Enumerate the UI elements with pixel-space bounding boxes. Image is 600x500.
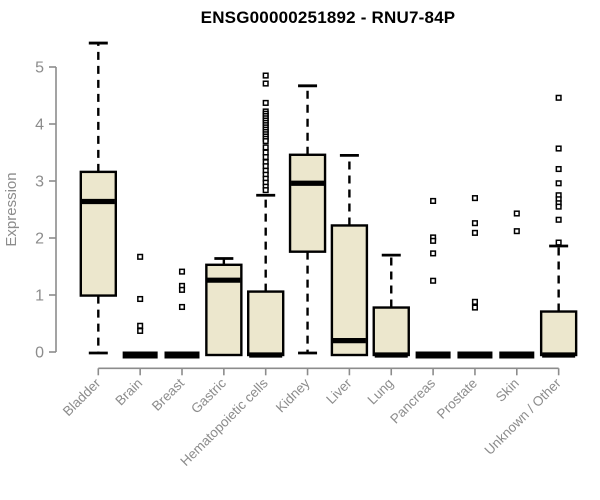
outlier-point (555, 203, 562, 210)
box (372, 306, 410, 357)
boxplot-pancreas (415, 197, 451, 359)
y-tick-label: 2 (35, 231, 44, 248)
x-tick-label-unknown-other: Unknown / Other (482, 375, 565, 458)
collapsed-box (499, 351, 535, 359)
chart-title: ENSG00000251892 - RNU7-84P (200, 8, 456, 27)
outlier-point (262, 99, 269, 106)
outlier-point (555, 94, 562, 101)
y-axis-title: Expression (3, 172, 20, 246)
boxplot-skin (499, 210, 535, 359)
outlier-point (471, 298, 478, 305)
outlier-point (262, 154, 269, 161)
outlier-point (262, 72, 269, 79)
outlier-point (178, 303, 186, 311)
boxplot-liver (330, 153, 369, 357)
box (288, 153, 327, 253)
outlier-point (137, 322, 144, 329)
outlier-point (137, 253, 144, 260)
outlier-point (137, 327, 144, 334)
boxplot-hematopoietic-cells (246, 72, 285, 358)
x-tick-label-skin: Skin (493, 376, 522, 405)
y-tick-label: 5 (35, 60, 44, 77)
outlier-point (471, 195, 478, 202)
box (539, 310, 578, 357)
outlier-point (178, 286, 186, 293)
y-tick-label: 4 (35, 117, 44, 134)
outlier-point (430, 237, 437, 244)
x-tick-label-pancreas: Pancreas (387, 375, 438, 426)
x-tick-label-liver: Liver (323, 375, 355, 407)
y-axis: 0 1 2 3 4 5 Expression (3, 60, 57, 362)
box (330, 224, 369, 357)
boxplot-lung (372, 253, 410, 358)
outlier-point (430, 277, 437, 284)
outlier-point (555, 216, 562, 223)
x-tick-label-kidney: Kidney (273, 375, 313, 415)
boxplot-brain (122, 253, 158, 359)
outlier-point (555, 239, 562, 246)
outlier-point (555, 165, 562, 173)
outlier-point (555, 145, 562, 152)
outlier-point (178, 268, 186, 275)
box (246, 290, 285, 357)
outlier-point (555, 180, 562, 187)
collapsed-box (122, 351, 158, 359)
outlier-point (430, 250, 437, 257)
outlier-point (513, 210, 520, 217)
y-tick-label: 3 (35, 174, 44, 191)
outlier-point (137, 295, 144, 303)
x-tick-label-prostate: Prostate (434, 376, 480, 422)
y-tick-label: 1 (35, 288, 44, 305)
boxplot-prostate (457, 195, 493, 359)
outlier-point (262, 80, 269, 87)
x-tick-label-breast: Breast (149, 375, 187, 413)
outlier-point (471, 304, 478, 311)
box (79, 170, 118, 297)
boxplot-breast (164, 268, 200, 359)
outlier-point (471, 229, 478, 236)
boxplot-bladder (79, 41, 118, 355)
outlier-point (430, 197, 437, 204)
x-tick-label-bladder: Bladder (60, 375, 104, 419)
outlier-point (262, 144, 269, 151)
x-tick-label-gastric: Gastric (188, 375, 229, 416)
boxplot-gastric (205, 257, 243, 357)
boxplot-kidney (288, 84, 327, 355)
y-tick-label: 0 (35, 345, 44, 362)
outlier-point (262, 187, 269, 194)
collapsed-box (415, 351, 451, 359)
x-tick-label-brain: Brain (112, 376, 145, 409)
x-tick-label-lung: Lung (365, 376, 397, 408)
boxplot-unknown-other (539, 94, 578, 358)
outlier-point (471, 220, 478, 227)
outlier-point (262, 138, 269, 145)
collapsed-box (164, 351, 200, 359)
collapsed-box (457, 351, 493, 359)
outlier-point (513, 228, 520, 235)
